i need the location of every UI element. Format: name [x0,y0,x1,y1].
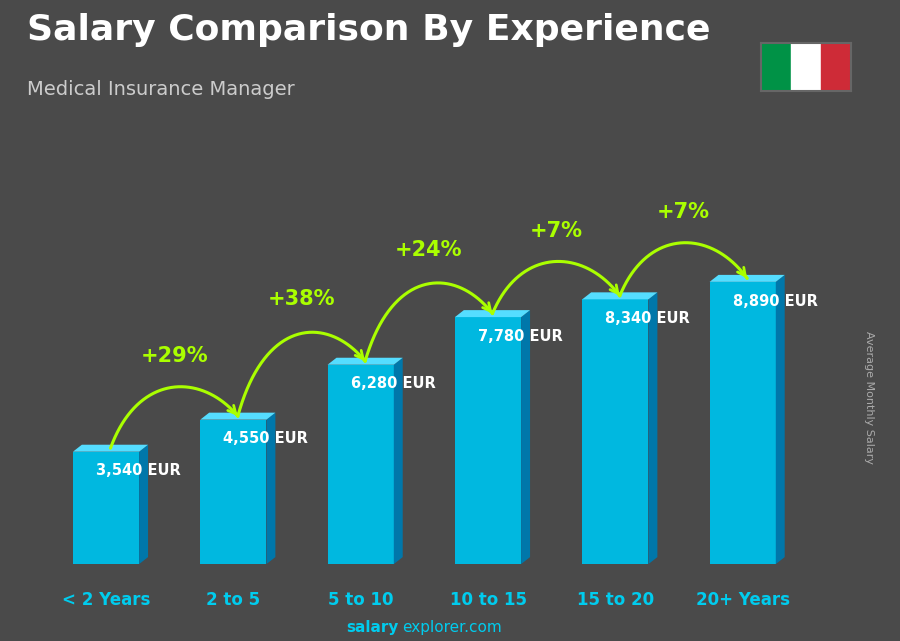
Polygon shape [454,310,530,317]
Polygon shape [649,292,657,564]
Text: 20+ Years: 20+ Years [696,591,789,609]
Polygon shape [709,282,776,564]
Text: 4,550 EUR: 4,550 EUR [223,431,308,446]
Polygon shape [776,275,785,564]
Bar [821,43,850,91]
Text: +7%: +7% [529,221,582,240]
Text: 5 to 10: 5 to 10 [328,591,393,609]
Text: +29%: +29% [140,346,208,366]
Text: +7%: +7% [657,201,710,222]
Text: +24%: +24% [395,240,463,260]
Bar [790,43,821,91]
Polygon shape [394,358,402,564]
Polygon shape [709,275,785,282]
Text: explorer.com: explorer.com [402,620,502,635]
Text: 2 to 5: 2 to 5 [206,591,260,609]
Polygon shape [201,413,275,420]
Polygon shape [140,445,148,564]
Text: 10 to 15: 10 to 15 [449,591,526,609]
Text: Medical Insurance Manager: Medical Insurance Manager [27,80,295,99]
Polygon shape [582,299,649,564]
Polygon shape [521,310,530,564]
Polygon shape [328,365,394,564]
Text: 7,780 EUR: 7,780 EUR [478,329,562,344]
Text: 15 to 20: 15 to 20 [577,591,654,609]
Polygon shape [73,445,148,452]
Polygon shape [582,292,657,299]
Text: 6,280 EUR: 6,280 EUR [350,376,436,392]
Text: salary: salary [346,620,399,635]
Text: 8,890 EUR: 8,890 EUR [733,294,817,308]
Text: Average Monthly Salary: Average Monthly Salary [863,331,874,464]
Polygon shape [328,358,402,365]
Text: Salary Comparison By Experience: Salary Comparison By Experience [27,13,710,47]
Polygon shape [201,420,266,564]
Polygon shape [454,317,521,564]
Text: < 2 Years: < 2 Years [62,591,150,609]
Text: 8,340 EUR: 8,340 EUR [605,311,690,326]
Text: 3,540 EUR: 3,540 EUR [95,463,181,478]
Bar [760,43,790,91]
Polygon shape [266,413,275,564]
Text: +38%: +38% [267,289,335,310]
Polygon shape [73,452,140,564]
